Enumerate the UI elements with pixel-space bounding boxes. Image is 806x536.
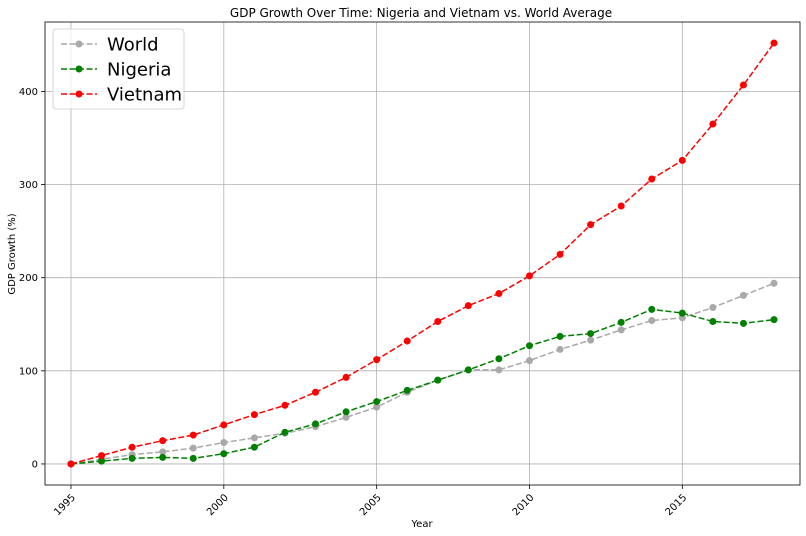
nigeria-point [403, 386, 411, 394]
vietnam-point [159, 437, 167, 445]
nigeria-point [189, 454, 197, 462]
nigeria-point [739, 319, 747, 327]
vietnam-point [648, 175, 656, 183]
vietnam-point [525, 272, 533, 280]
vietnam-point [220, 421, 228, 429]
legend-nigeria-label: Nigeria [107, 60, 171, 81]
plot-frame [44, 21, 801, 486]
world-point [373, 403, 381, 411]
vietnam-point [373, 356, 381, 364]
legend-world-marker [75, 40, 83, 48]
vietnam-point [403, 337, 411, 345]
y-axis-label: GDP Growth (%) [7, 213, 18, 294]
nigeria-point [281, 428, 289, 436]
vietnam-point [495, 290, 503, 298]
world-point [617, 326, 625, 334]
nigeria-point [770, 316, 778, 324]
vietnam-point [739, 81, 747, 89]
nigeria-point [525, 342, 533, 350]
vietnam-point [678, 156, 686, 164]
y-tick-label: 300 [19, 180, 38, 191]
world-point [189, 444, 197, 452]
world-point [739, 291, 747, 299]
legend-world-label: World [107, 35, 159, 56]
world-point [587, 336, 595, 344]
series-nigeria [67, 305, 778, 468]
vietnam-point [617, 202, 625, 210]
vietnam-point [128, 443, 136, 451]
nigeria-point [709, 317, 717, 325]
world-point [770, 279, 778, 287]
nigeria-point [220, 450, 228, 458]
world-point [250, 434, 258, 442]
y-tick-label: 200 [19, 273, 38, 284]
nigeria-point [342, 408, 350, 416]
nigeria-point [556, 332, 564, 340]
plot-area [67, 39, 778, 468]
y-tick-label: 400 [19, 87, 38, 98]
world-point [709, 304, 717, 312]
legend-vietnam-label: Vietnam [107, 85, 182, 106]
legend: World Nigeria Vietnam [52, 28, 185, 110]
grid [45, 22, 800, 485]
chart-title: GDP Growth Over Time: Nigeria and Vietna… [230, 6, 612, 20]
vietnam-point [67, 460, 75, 468]
vietnam-point [98, 452, 106, 460]
vietnam-point [281, 401, 289, 409]
nigeria-point [312, 420, 320, 428]
y-axis: 0 100 200 300 400 [19, 87, 45, 470]
nigeria-point [159, 453, 167, 461]
vietnam-point [464, 302, 472, 310]
nigeria-point [250, 443, 258, 451]
y-tick-label: 100 [19, 366, 38, 377]
vietnam-point [434, 317, 442, 325]
legend-box [52, 28, 185, 110]
world-point [342, 413, 350, 421]
world-point [159, 448, 167, 456]
nigeria-point [98, 457, 106, 465]
vietnam-point [709, 120, 717, 128]
vietnam-point [250, 411, 258, 419]
nigeria-point [434, 376, 442, 384]
vietnam-point [189, 431, 197, 439]
nigeria-point [495, 355, 503, 363]
nigeria-point [464, 366, 472, 374]
vietnam-point [556, 250, 564, 258]
nigeria-point [648, 305, 656, 313]
world-point [495, 366, 503, 374]
world-point [525, 357, 533, 365]
world-point [556, 345, 564, 353]
vietnam-point [312, 388, 320, 396]
legend-vietnam-marker [75, 90, 83, 98]
vietnam-line [70, 42, 775, 465]
vietnam-point [587, 221, 595, 229]
y-tick-label: 0 [32, 459, 38, 470]
legend-nigeria-marker [75, 65, 83, 73]
nigeria-point [128, 454, 136, 462]
vietnam-point [770, 39, 778, 47]
nigeria-point [617, 318, 625, 326]
world-point [648, 317, 656, 325]
nigeria-point [678, 309, 686, 317]
world-line [70, 282, 775, 465]
nigeria-point [373, 398, 381, 406]
nigeria-point [587, 330, 595, 338]
x-axis-label: Year [410, 519, 433, 530]
vietnam-point [342, 373, 350, 381]
world-point [220, 439, 228, 447]
series-vietnam [67, 39, 778, 468]
